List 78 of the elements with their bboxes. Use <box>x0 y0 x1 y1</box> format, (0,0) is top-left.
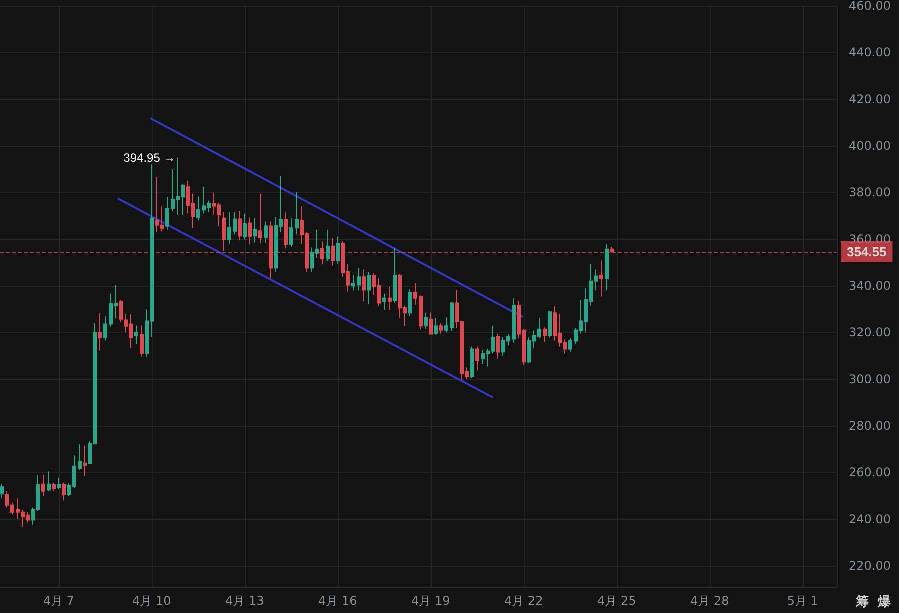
candlestick <box>336 236 340 264</box>
candlestick <box>295 192 299 236</box>
y-tick-label: 300.00 <box>849 372 891 386</box>
x-tick-label: 4月 16 <box>318 594 358 608</box>
candlestick <box>450 302 454 332</box>
candlestick <box>444 317 448 334</box>
candlestick <box>134 325 138 345</box>
y-tick-label: 400.00 <box>849 139 891 153</box>
x-tick-label: 4月 19 <box>412 594 450 608</box>
candlestick <box>429 312 433 336</box>
candlestick <box>248 217 252 245</box>
candlestick <box>98 313 102 352</box>
candlestick <box>165 196 169 230</box>
text: 筹 <box>855 595 869 610</box>
candlestick <box>233 212 237 236</box>
x-tick-label: 4月 13 <box>226 594 264 608</box>
candlestick <box>57 478 61 490</box>
candlestick <box>475 346 479 372</box>
candlestick <box>238 210 242 241</box>
x-tick-label: 4月 25 <box>598 594 636 608</box>
annotation: 394.95 → <box>124 150 176 165</box>
candlestick <box>548 310 552 339</box>
candlestick <box>52 482 56 492</box>
candlestick <box>253 218 257 244</box>
candlestick <box>47 470 51 492</box>
candlestick <box>362 269 366 302</box>
candlestick <box>284 212 288 250</box>
y-tick-label: 280.00 <box>849 419 891 433</box>
candlestick <box>424 312 428 330</box>
candlestick <box>388 286 392 311</box>
candlestick <box>351 274 355 292</box>
candlestick <box>258 193 262 244</box>
candlestick <box>413 283 417 306</box>
candlestick <box>470 346 474 379</box>
candlestick <box>496 333 500 360</box>
y-tick-label: 380.00 <box>849 186 891 200</box>
candlestick <box>605 244 609 292</box>
candlestick <box>227 212 231 244</box>
candlestick <box>367 272 371 306</box>
candlestick <box>119 300 123 323</box>
candlestick <box>41 474 45 496</box>
candlestick <box>243 214 247 240</box>
candlestick <box>83 445 87 477</box>
candlestick <box>289 218 293 248</box>
candlestick <box>568 338 572 352</box>
candlestick <box>326 230 330 262</box>
candlestick <box>78 444 82 471</box>
candlestick <box>408 289 412 317</box>
x-tick-label: 4月 28 <box>690 594 730 608</box>
candlestick <box>382 293 386 311</box>
candlestick <box>62 482 66 502</box>
x-tick-label: 4月 22 <box>504 594 544 608</box>
candlestick <box>439 322 443 334</box>
candlestick <box>140 325 144 358</box>
candlestick <box>434 317 438 336</box>
y-tick-label: 220.00 <box>849 559 891 573</box>
y-tick-label: 260.00 <box>849 466 891 480</box>
x-tick-label: 5月 1 <box>787 594 818 608</box>
candlestick <box>357 268 361 292</box>
candlestick <box>264 221 268 244</box>
candlestick <box>512 298 516 344</box>
text: 爆 <box>877 595 892 610</box>
candlestick <box>103 316 107 342</box>
y-tick-label: 240.00 <box>849 512 891 526</box>
y-tick-label: 340.00 <box>849 279 891 293</box>
y-tick-label: 320.00 <box>849 326 891 340</box>
candlestick <box>393 247 397 304</box>
candlestick <box>419 294 423 330</box>
y-tick-label: 420.00 <box>849 92 891 106</box>
x-tick-label: 4月 7 <box>43 594 74 608</box>
candlestick <box>0 484 4 499</box>
candlestick <box>599 260 603 298</box>
candlestick <box>196 196 200 222</box>
x-tick-label: 4月 10 <box>132 594 172 608</box>
candlestick <box>543 326 547 342</box>
ref-line-label: 354.55 <box>847 244 887 260</box>
y-tick-label: 440.00 <box>849 46 891 60</box>
y-tick-label: 460.00 <box>849 0 891 13</box>
